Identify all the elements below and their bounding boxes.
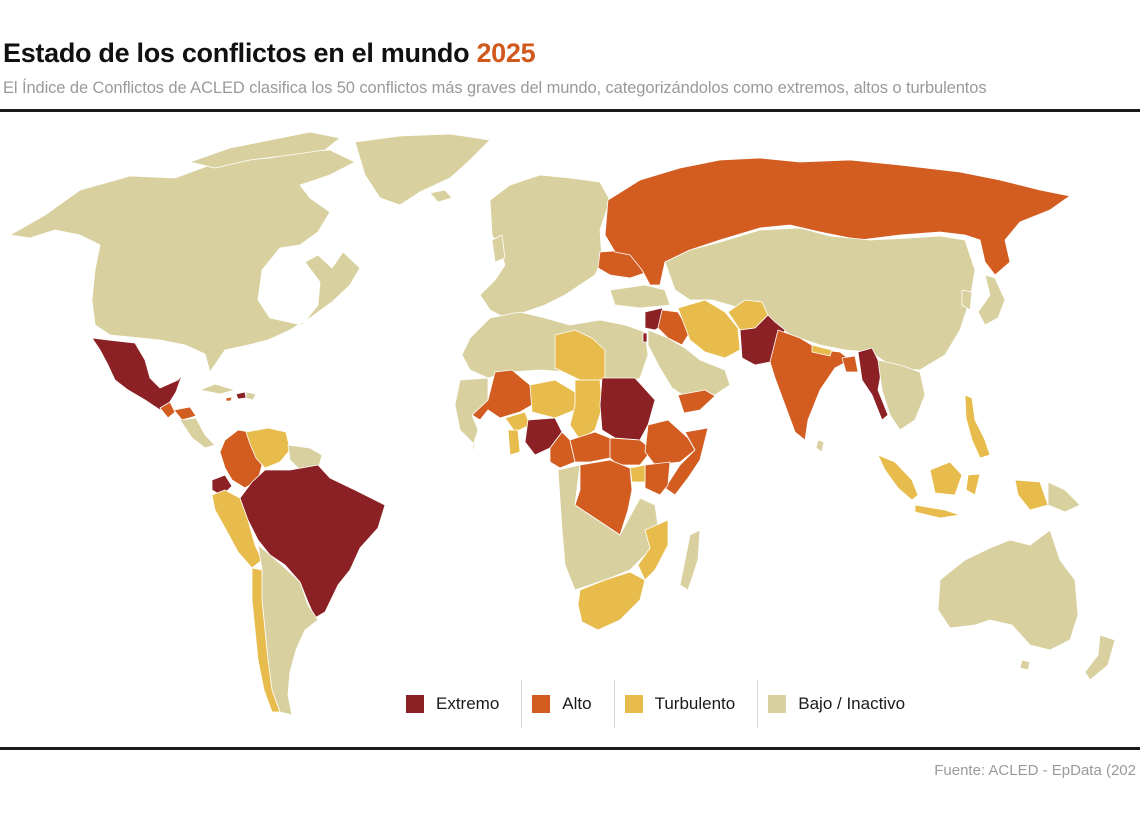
- country-palestine: [642, 332, 648, 343]
- country-indonesia-java: [914, 504, 961, 519]
- country-russia: [604, 157, 1071, 286]
- region-uk: [491, 234, 506, 263]
- region-north-america: [9, 149, 361, 373]
- bottom-divider: [0, 747, 1140, 750]
- chart-subtitle: El Índice de Conflictos de ACLED clasifi…: [3, 79, 987, 97]
- legend-label-turbulento: Turbulento: [654, 694, 736, 713]
- country-philippines: [964, 394, 991, 459]
- legend-item-turbulento: Turbulento: [615, 680, 758, 728]
- legend-item-bajo: Bajo / Inactivo: [758, 680, 927, 728]
- title-text: Estado de los conflictos en el mundo: [3, 38, 470, 68]
- legend-divider: [757, 680, 759, 728]
- region-arabia: [647, 329, 731, 401]
- region-west-africa: [454, 377, 489, 456]
- country-sri-lanka: [815, 439, 825, 453]
- country-mozambique: [637, 519, 669, 581]
- country-chad: [569, 379, 603, 441]
- map-legend: Extremo Alto Turbulento Bajo / Inactivo: [396, 680, 927, 728]
- country-iran: [677, 299, 741, 359]
- region-japan: [977, 274, 1006, 326]
- legend-label-extremo: Extremo: [436, 694, 500, 713]
- country-dominican-republic: [245, 391, 257, 401]
- title-year: 2025: [476, 38, 536, 68]
- swatch-extremo: [406, 695, 424, 713]
- country-chile: [251, 567, 281, 713]
- legend-item-extremo: Extremo: [396, 680, 521, 728]
- country-libya: [554, 329, 606, 381]
- legend-item-alto: Alto: [522, 680, 613, 728]
- region-papua-new-guinea: [1047, 481, 1081, 513]
- country-haiti: [235, 391, 247, 400]
- legend-divider: [613, 680, 615, 728]
- region-iceland: [429, 189, 453, 203]
- country-indonesia-sumatra: [877, 454, 919, 501]
- region-new-zealand: [1084, 634, 1116, 681]
- country-brazil: [239, 464, 386, 619]
- region-europe: [479, 174, 611, 319]
- country-south-sudan: [609, 437, 653, 466]
- country-central-african-republic: [569, 431, 616, 463]
- region-turkey: [609, 284, 671, 309]
- legend-label-bajo: Bajo / Inactivo: [798, 694, 906, 713]
- region-madagascar: [679, 529, 701, 591]
- region-korea: [961, 289, 973, 311]
- region-central-america: [179, 417, 216, 449]
- country-niger: [529, 379, 576, 419]
- country-ghana: [507, 429, 521, 456]
- region-cuba: [199, 383, 236, 395]
- country-uganda: [629, 464, 646, 483]
- chart-title: Estado de los conflictos en el mundo 202…: [3, 38, 536, 69]
- country-jamaica: [225, 396, 233, 402]
- country-indonesia-papua: [1014, 479, 1049, 511]
- country-indonesia-sulawesi: [965, 473, 981, 496]
- country-guatemala: [159, 401, 176, 419]
- region-australia: [937, 529, 1079, 651]
- country-venezuela: [245, 427, 291, 469]
- country-ethiopia: [644, 419, 696, 466]
- region-greenland: [354, 133, 491, 206]
- legend-label-alto: Alto: [562, 694, 592, 713]
- world-map: [9, 131, 1116, 716]
- region-tasmania: [1019, 659, 1031, 671]
- region-arctic-islands: [189, 131, 341, 169]
- country-mexico: [91, 337, 183, 411]
- top-divider: [0, 109, 1140, 112]
- country-bangladesh: [841, 355, 859, 373]
- country-indonesia-borneo: [929, 461, 963, 496]
- country-yemen: [677, 389, 716, 414]
- region-southeast-asia: [877, 359, 926, 431]
- country-nepal: [811, 344, 833, 357]
- swatch-bajo: [768, 695, 787, 713]
- country-somalia: [664, 427, 709, 496]
- source-credit: Fuente: ACLED - EpData (202: [934, 762, 1136, 779]
- country-kenya: [644, 461, 671, 496]
- country-honduras: [173, 406, 197, 421]
- legend-divider: [521, 680, 523, 728]
- country-south-africa: [577, 571, 646, 631]
- country-sudan: [599, 377, 656, 441]
- swatch-alto: [532, 695, 551, 713]
- swatch-turbulento: [624, 695, 643, 713]
